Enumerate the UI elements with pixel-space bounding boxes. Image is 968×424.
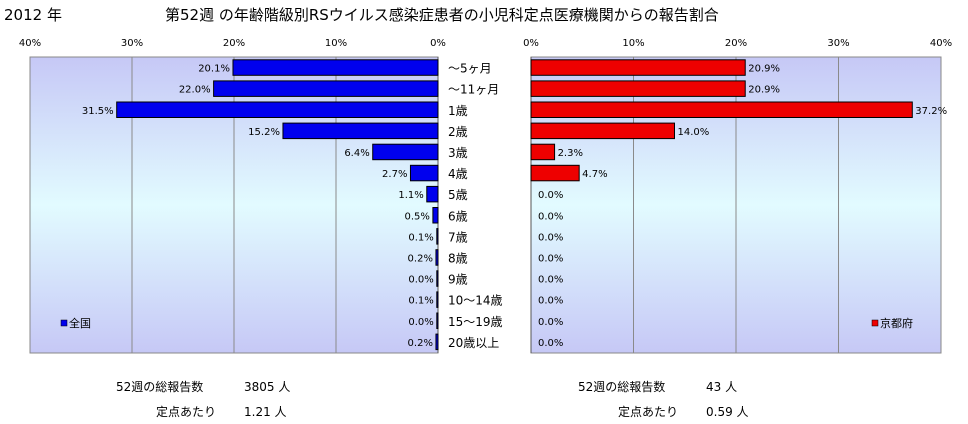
year-label: 2012 年 — [4, 6, 62, 24]
kyoto-x-tick-label: 10% — [622, 38, 644, 49]
category-label: 4歳 — [448, 167, 468, 181]
national-per-label: 定点あたり — [156, 405, 217, 419]
kyoto-data-label: 0.0% — [538, 338, 563, 349]
national-bar — [372, 143, 439, 161]
national-x-tick-label: 0% — [430, 38, 446, 49]
category-label: 5歳 — [448, 188, 468, 202]
national-x-tick-label: 20% — [223, 38, 245, 49]
kyoto-bar — [530, 122, 675, 140]
kyoto-data-label: 4.7% — [582, 169, 607, 180]
kyoto-bar — [530, 164, 580, 182]
national-bar — [432, 207, 439, 224]
national-data-label: 0.1% — [408, 232, 433, 243]
category-label: 6歳 — [448, 209, 468, 223]
national-bar — [426, 185, 439, 203]
national-bar — [213, 80, 439, 97]
national-bar — [435, 249, 439, 266]
national-data-label: 0.5% — [404, 211, 429, 222]
kyoto-x-tick-label: 20% — [725, 38, 747, 49]
national-data-label: 0.0% — [408, 317, 433, 328]
category-label: 7歳 — [448, 230, 468, 244]
national-legend-label: 全国 — [69, 316, 91, 330]
kyoto-per-label: 定点あたり — [618, 405, 679, 419]
kyoto-data-label: 0.0% — [538, 232, 563, 243]
kyoto-total-value: 43 人 — [706, 380, 738, 394]
national-bar — [436, 270, 439, 287]
kyoto-data-label: 37.2% — [915, 106, 947, 117]
kyoto-bar — [530, 59, 746, 76]
national-data-label: 6.4% — [344, 148, 369, 159]
category-label: ～5ヶ月 — [448, 62, 492, 76]
kyoto-legend-swatch — [871, 319, 879, 327]
category-label: 20歳以上 — [448, 336, 499, 350]
national-data-label: 0.0% — [408, 275, 433, 286]
national-per-value: 1.21 人 — [244, 405, 287, 419]
national-legend-swatch — [60, 319, 68, 327]
national-data-label: 20.1% — [198, 64, 230, 75]
kyoto-data-label: 0.0% — [538, 253, 563, 264]
national-data-label: 22.0% — [179, 85, 211, 96]
kyoto-total-label: 52週の総報告数 — [578, 380, 666, 394]
category-label: 15～19歳 — [448, 315, 503, 329]
national-x-tick-label: 40% — [19, 38, 41, 49]
kyoto-per-value: 0.59 人 — [706, 405, 749, 419]
national-data-label: 2.7% — [382, 169, 407, 180]
national-x-tick-label: 30% — [121, 38, 143, 49]
kyoto-x-tick-label: 0% — [523, 38, 539, 49]
kyoto-data-label: 0.0% — [538, 275, 563, 286]
kyoto-bar — [530, 80, 746, 97]
national-bar — [435, 333, 439, 351]
kyoto-x-tick-label: 40% — [930, 38, 952, 49]
kyoto-data-label: 20.9% — [748, 64, 780, 75]
national-bar — [436, 228, 439, 245]
kyoto-data-label: 20.9% — [748, 85, 780, 96]
kyoto-data-label: 0.0% — [538, 190, 563, 201]
kyoto-data-label: 0.0% — [538, 317, 563, 328]
category-label: ～11ヶ月 — [448, 83, 499, 97]
national-bar — [116, 101, 439, 118]
kyoto-legend-label: 京都府 — [880, 316, 913, 330]
national-data-label: 15.2% — [248, 127, 280, 138]
national-bar — [436, 312, 439, 329]
category-label: 9歳 — [448, 273, 468, 287]
category-label: 3歳 — [448, 146, 468, 160]
kyoto-data-label: 2.3% — [558, 148, 583, 159]
kyoto-bar — [530, 143, 556, 161]
national-total-label: 52週の総報告数 — [116, 380, 204, 394]
kyoto-x-tick-label: 30% — [827, 38, 849, 49]
national-total-value: 3805 人 — [244, 380, 291, 394]
national-bar — [436, 291, 439, 308]
national-data-label: 1.1% — [398, 190, 423, 201]
national-data-label: 0.1% — [408, 296, 433, 307]
national-data-label: 0.2% — [408, 253, 433, 264]
national-data-label: 0.2% — [408, 338, 433, 349]
national-x-tick-label: 10% — [325, 38, 347, 49]
national-bar — [232, 59, 439, 76]
kyoto-data-label: 0.0% — [538, 296, 563, 307]
kyoto-data-label: 14.0% — [678, 127, 710, 138]
category-label: 2歳 — [448, 125, 468, 139]
chart-title: 第52週 の年齢階級別RSウイルス感染症患者の小児科定点医療機関からの報告割合 — [165, 6, 719, 24]
kyoto-bar — [530, 101, 913, 118]
national-bar — [409, 164, 439, 182]
category-label: 10～14歳 — [448, 294, 503, 308]
category-label: 1歳 — [448, 104, 468, 118]
national-data-label: 31.5% — [82, 106, 114, 117]
national-bar — [282, 122, 439, 140]
category-label: 8歳 — [448, 251, 468, 265]
kyoto-data-label: 0.0% — [538, 211, 563, 222]
